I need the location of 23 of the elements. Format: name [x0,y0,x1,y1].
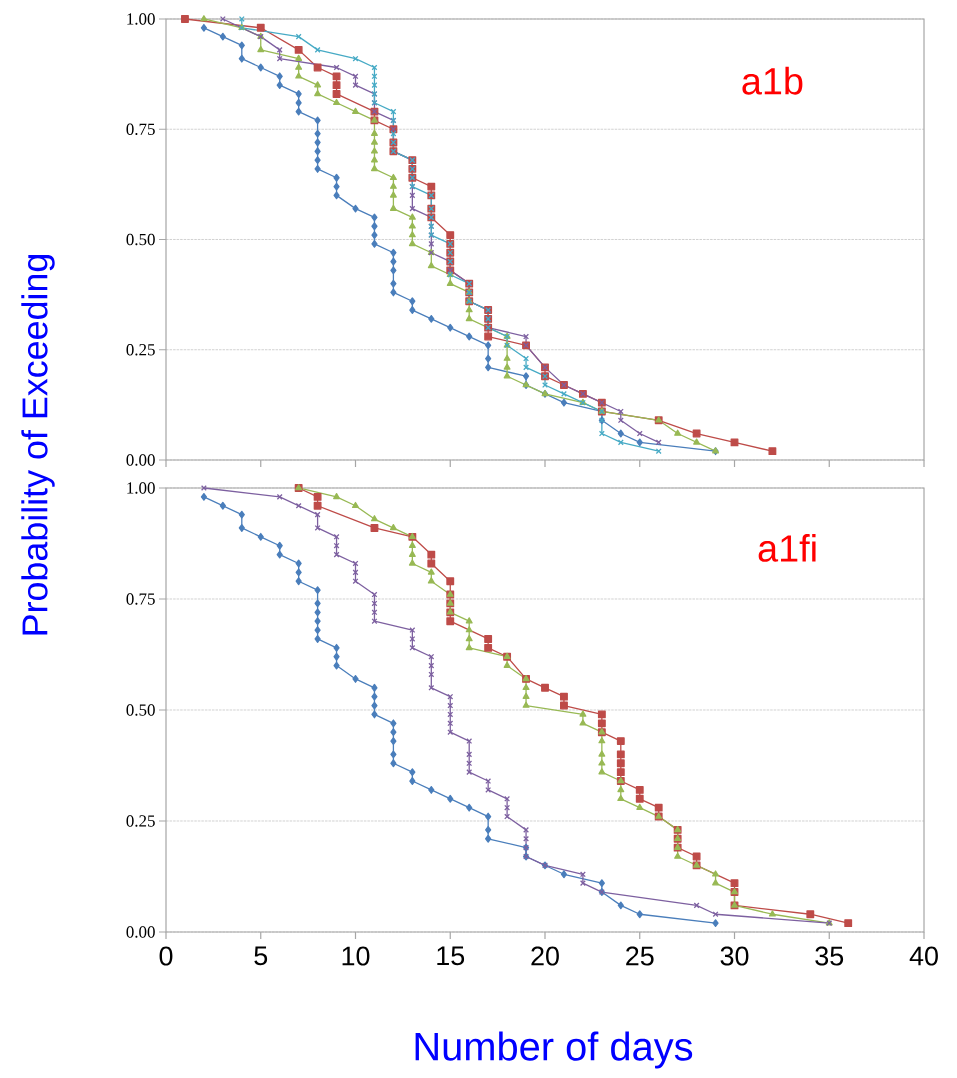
y-tick-label: 0.25 [126,815,155,827]
annotation: a1b [742,66,803,95]
y-axis-title: Probability of Exceeding [21,255,55,635]
y-tick-label: 0.75 [126,593,155,605]
x-tick-label: 30 [720,946,749,966]
x-axis-title: Number of days [415,1031,693,1069]
x-tick-label: 5 [254,946,268,966]
x-tick-label: 20 [531,946,559,966]
x-tick-label: 0 [159,946,173,966]
y-tick-label: 0.25 [126,343,155,356]
x-tick-label: 40 [909,946,938,966]
y-tick-label: 1.00 [127,13,155,25]
y-tick-label: 0.50 [126,233,155,246]
x-tick-label: 15 [437,946,465,966]
annotation: a1fi [758,534,816,562]
x-tick-label: 35 [815,946,844,966]
y-tick-label: 0.00 [126,454,155,466]
y-tick-label: 0.00 [126,926,155,938]
x-tick-label: 10 [342,946,370,966]
y-tick-label: 1.00 [127,482,155,494]
y-tick-label: 0.50 [126,704,155,716]
y-tick-label: 0.75 [126,123,155,135]
x-tick-label: 25 [626,946,654,966]
